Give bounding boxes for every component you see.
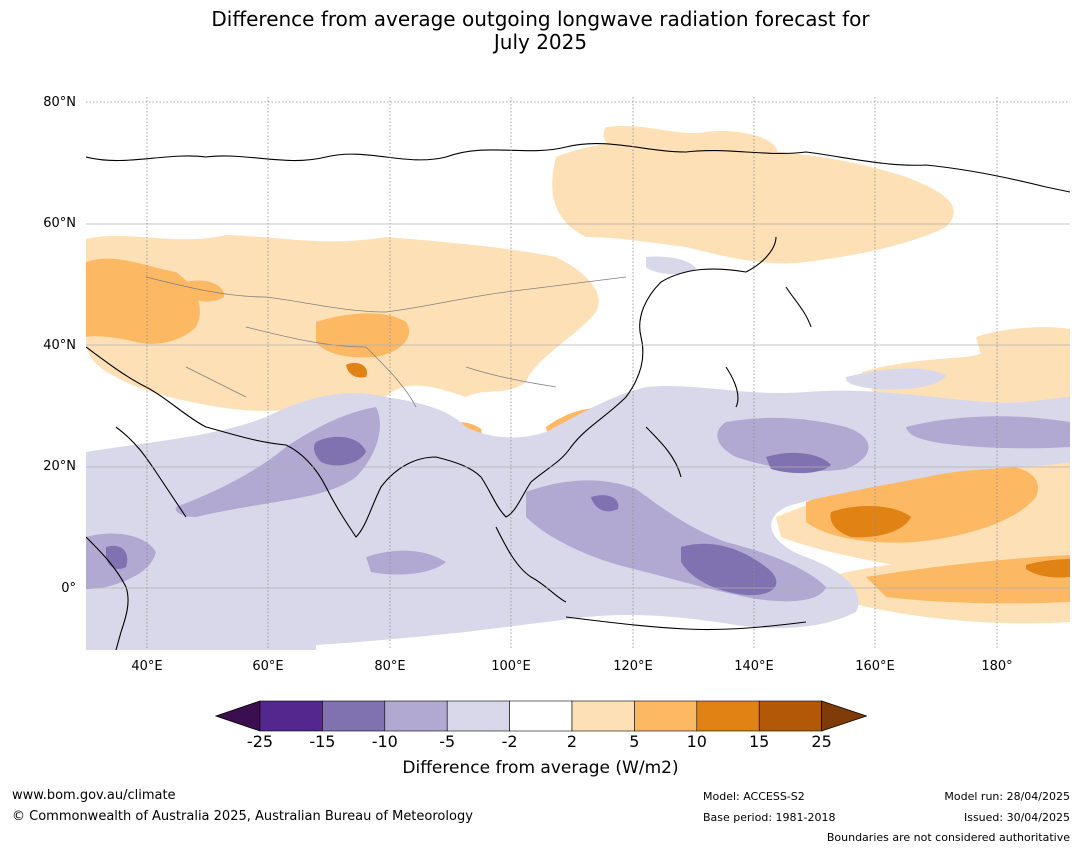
map-panel: [86, 97, 1070, 650]
colorbar-tick-label: 2: [566, 732, 578, 751]
colorbar-tick-label: -5: [439, 732, 456, 751]
colorbar-cell: [758, 700, 822, 732]
lat-label-60n: 60°N: [43, 216, 76, 231]
footer-boundaries-note: Boundaries are not considered authoritat…: [826, 831, 1070, 844]
footer-issued: Issued: 30/04/2025: [963, 811, 1070, 824]
lat-label-20n: 20°N: [43, 459, 76, 474]
colorbar-tick-label: -2: [501, 732, 518, 751]
lon-label-160e: 160°E: [855, 659, 895, 674]
footer-model: Model: ACCESS-S2: [703, 790, 805, 803]
coastlines: [86, 143, 1070, 650]
lon-label-100e: 100°E: [491, 659, 531, 674]
colorbar-cell: [384, 700, 448, 732]
colorbar-cell: [322, 700, 386, 732]
colorbar-cell: [696, 700, 760, 732]
lat-label-40n: 40°N: [43, 338, 76, 353]
country-boundaries: [145, 276, 627, 408]
lon-label-140e: 140°E: [734, 659, 774, 674]
lon-label-180: 180°: [981, 659, 1013, 674]
footer-url: www.bom.gov.au/climate: [12, 788, 176, 803]
lat-label-equator: 0°: [61, 581, 76, 596]
colorbar-tick-label: -25: [246, 732, 274, 751]
lon-label-40e: 40°E: [131, 659, 163, 674]
colorbar-cell: [259, 700, 323, 732]
footer-base-period: Base period: 1981-2018: [703, 811, 836, 824]
lon-label-60e: 60°E: [252, 659, 284, 674]
colorbar: [215, 700, 867, 732]
anomaly-negative-strong: [106, 436, 831, 596]
title-line-1: Difference from average outgoing longwav…: [211, 7, 870, 31]
colorbar-tick-label: -15: [309, 732, 336, 751]
colorbar-tick-label: 10: [686, 732, 707, 751]
colorbar-cell: [634, 700, 698, 732]
colorbar-tick-label: -10: [371, 732, 398, 751]
lon-label-120e: 120°E: [613, 659, 653, 674]
colorbar-tick-label: 15: [749, 732, 770, 751]
anomaly-negative-medium: [86, 407, 1070, 602]
colorbar-label: Difference from average (W/m2): [402, 758, 679, 778]
map-title: Difference from average outgoing longwav…: [0, 8, 1081, 54]
anomaly-positive-strong: [346, 362, 1070, 578]
graticule: [86, 97, 1070, 650]
colorbar-tick-label: 25: [811, 732, 832, 751]
colorbar-extend-low: [215, 700, 261, 732]
colorbar-extend-high: [821, 700, 867, 732]
colorbar-tick-label: 5: [629, 732, 640, 751]
colorbar-cell: [509, 700, 573, 732]
colorbar-cell: [571, 700, 635, 732]
lon-label-80e: 80°E: [374, 659, 406, 674]
colorbar-cell: [446, 700, 510, 732]
title-line-2: July 2025: [493, 30, 588, 54]
colorbar-cells: [215, 700, 867, 732]
map-canvas: [86, 97, 1070, 650]
lat-label-80n: 80°N: [43, 95, 76, 110]
footer-copyright: © Commonwealth of Australia 2025, Austra…: [12, 809, 473, 824]
footer-model-run: Model run: 28/04/2025: [944, 790, 1070, 803]
graticule-lat: [86, 223, 1070, 589]
